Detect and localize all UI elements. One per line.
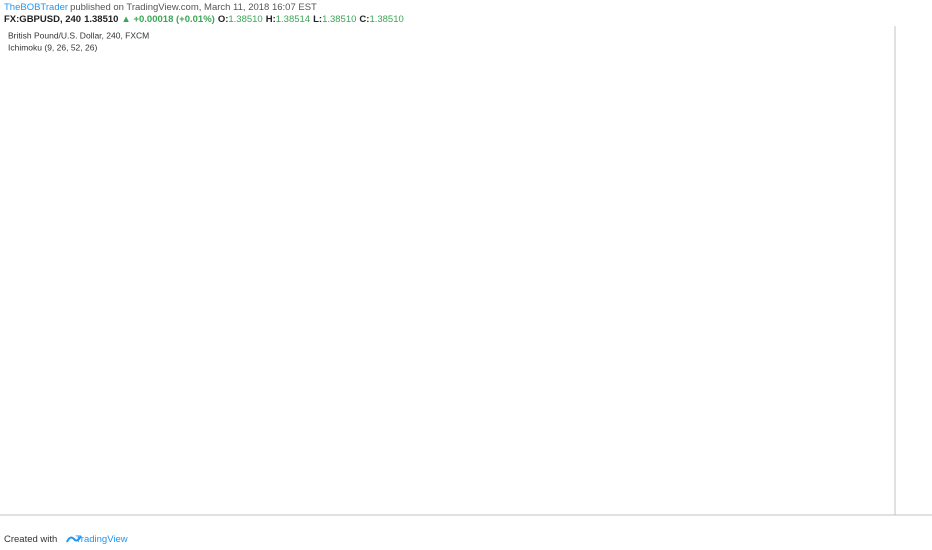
ohlc-label: H: bbox=[265, 14, 276, 25]
ohlc-value: 1.38510 bbox=[369, 14, 404, 25]
chart-title: British Pound/U.S. Dollar, 240, FXCM bbox=[8, 30, 149, 40]
ohlc-label: L: bbox=[313, 14, 323, 25]
footer: Created with TradingView bbox=[4, 534, 128, 545]
chart-subtitle: Ichimoku (9, 26, 52, 26) bbox=[8, 42, 97, 52]
publish-line: TheBOBTrader published on TradingView.com… bbox=[4, 2, 320, 13]
published: published on TradingView.com, March 11, … bbox=[70, 2, 317, 13]
footer-text: Created with bbox=[4, 534, 58, 545]
symbol-line: FX:GBPUSD, 240 1.38510 ▲ +0.00018 (+0.01%)… bbox=[4, 14, 410, 25]
ohlc-label: O: bbox=[217, 14, 229, 25]
ohlc-value: 1.38514 bbox=[275, 14, 311, 25]
author[interactable]: TheBOBTrader bbox=[4, 2, 69, 13]
logo bbox=[66, 535, 82, 543]
ohlc-value: 1.38510 bbox=[322, 14, 357, 25]
change: ▲ +0.00018 (+0.01%) bbox=[121, 14, 215, 25]
footer-brand[interactable]: TradingView bbox=[75, 534, 128, 545]
price: 1.38510 bbox=[84, 14, 119, 25]
symbol: FX:GBPUSD, 240 bbox=[4, 14, 82, 25]
ohlc: O:1.38510 H:1.38514 L:1.38510 C:1.38510 bbox=[218, 14, 407, 25]
ohlc-value: 1.38510 bbox=[228, 14, 263, 25]
ohlc-label: C: bbox=[359, 14, 370, 25]
plot-background bbox=[0, 26, 895, 515]
